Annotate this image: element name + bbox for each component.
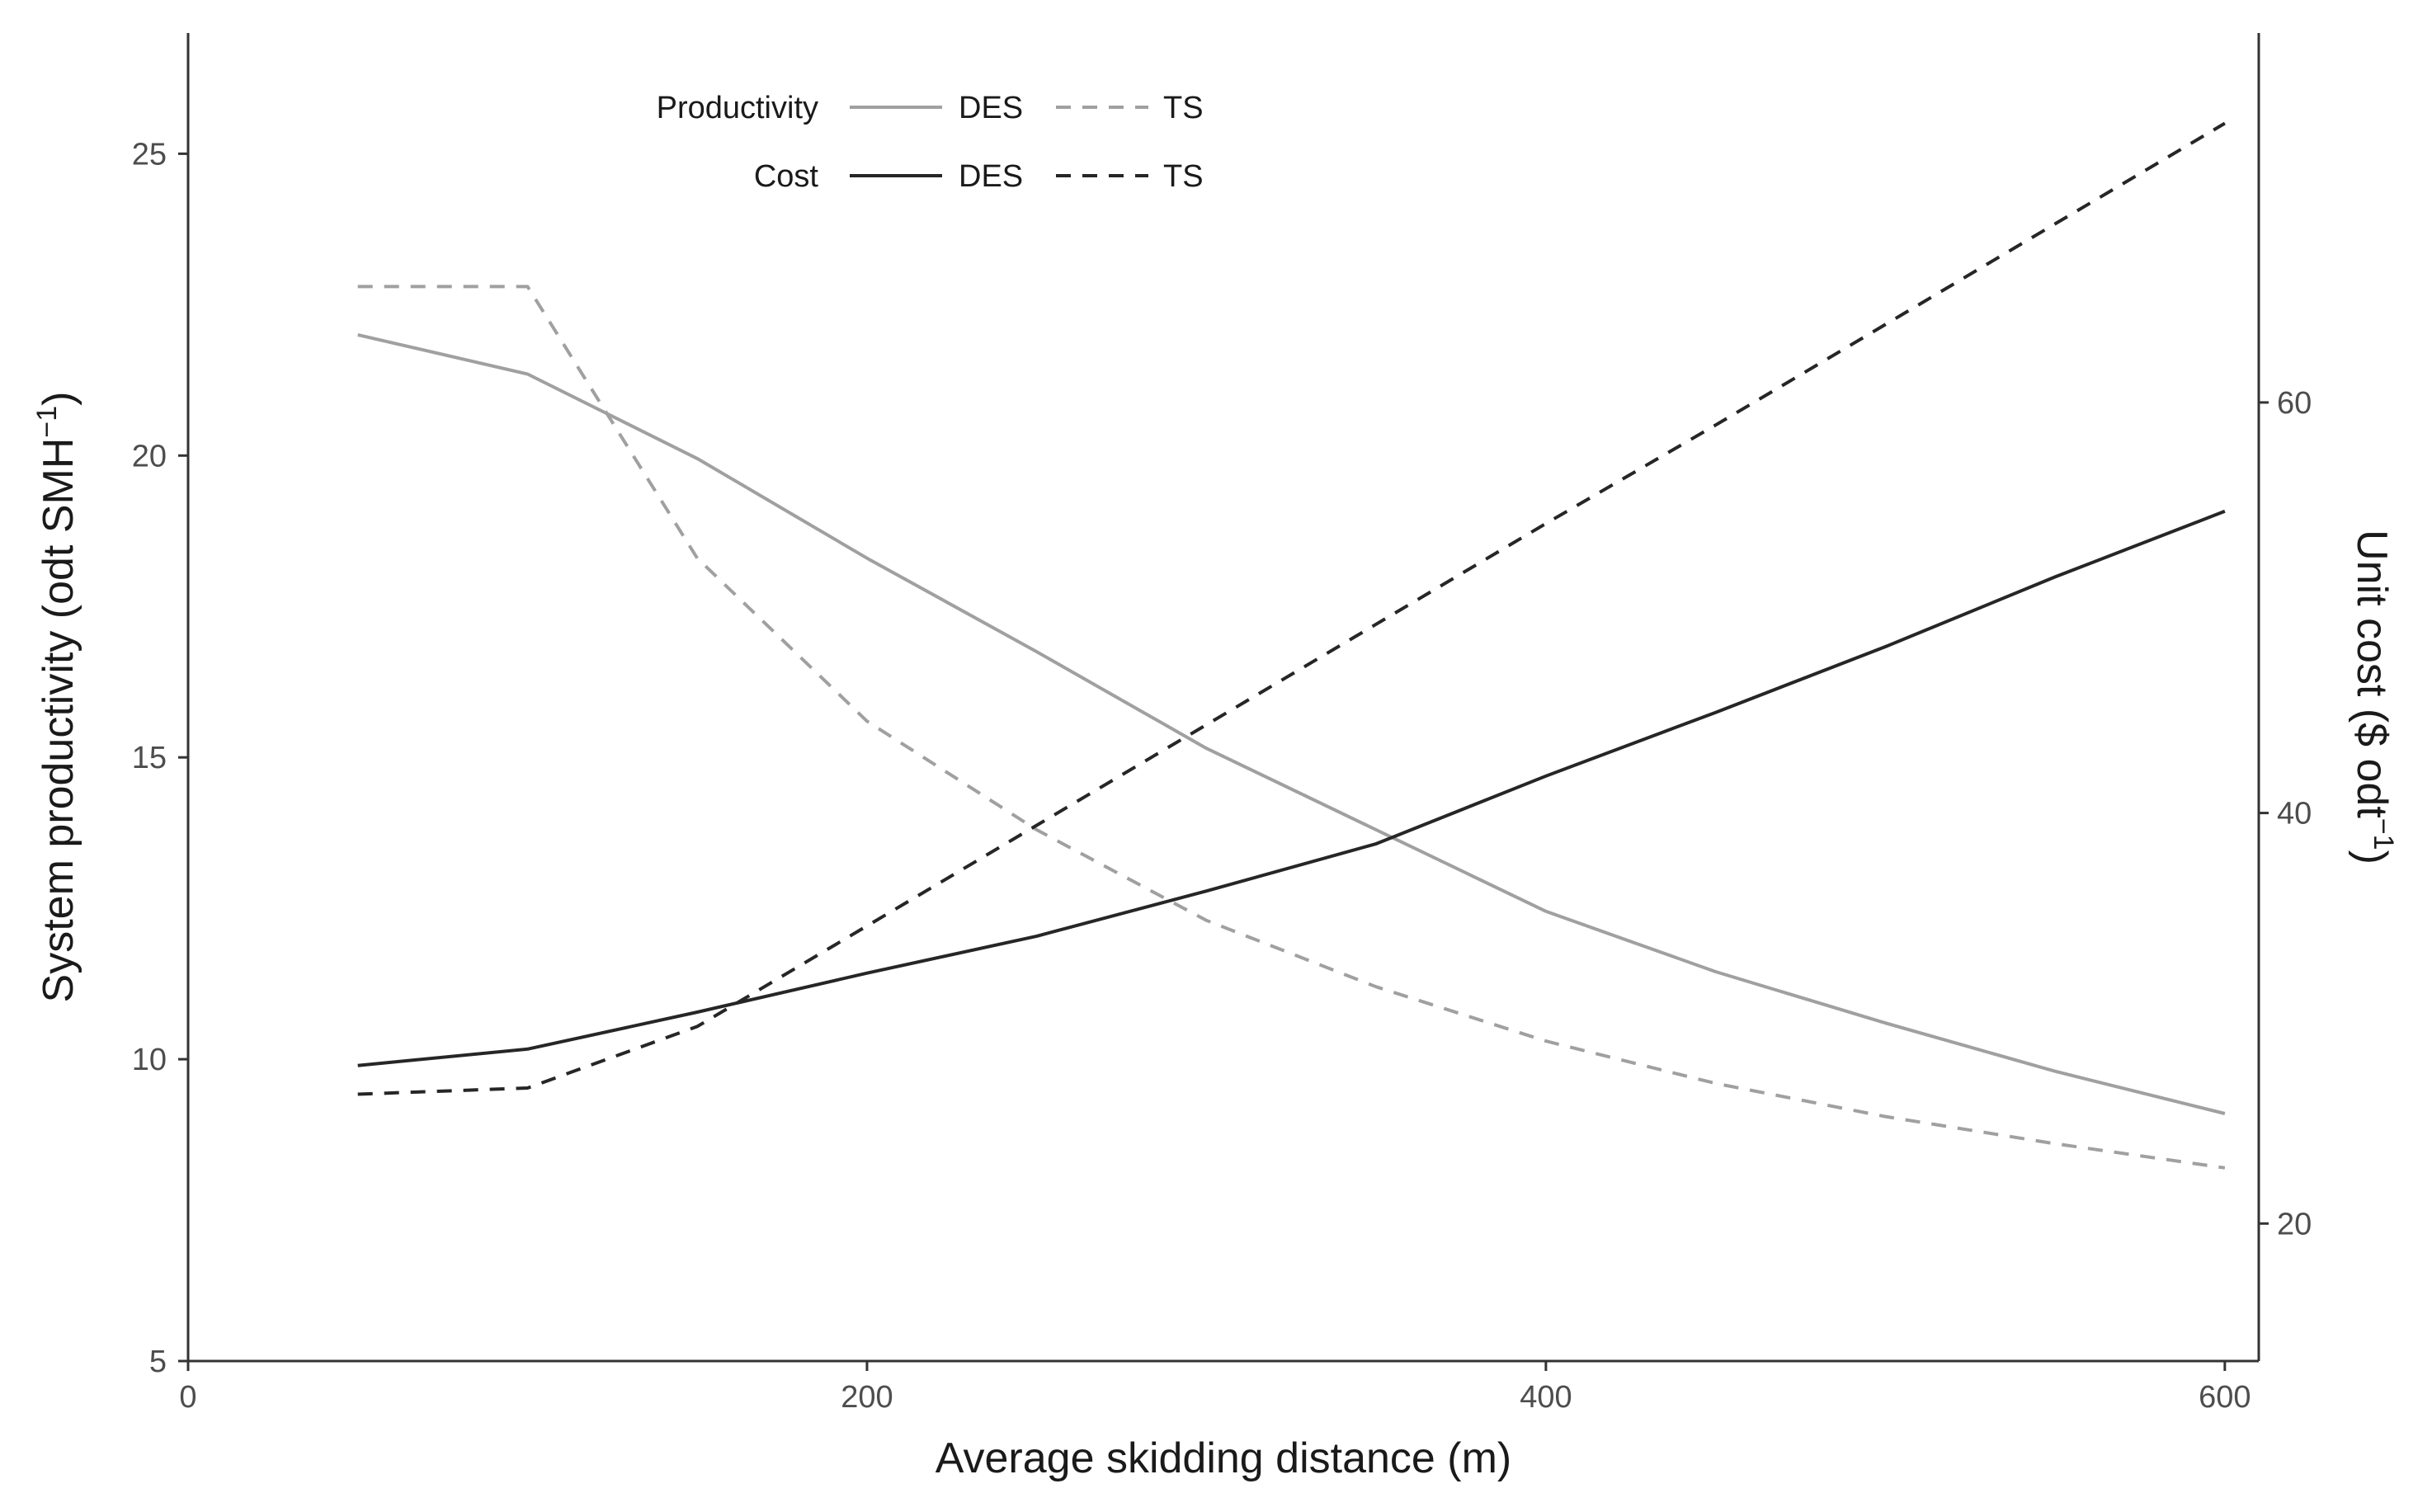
legend-cost-ts-label: TS	[1163, 159, 1204, 194]
series-line-productivity-des	[357, 332, 2226, 1115]
left-y-tick-label: 25	[132, 137, 167, 172]
x-tick-label: 200	[841, 1380, 893, 1415]
x-tick-label: 400	[1520, 1380, 1572, 1415]
left-y-tick-label: 5	[149, 1345, 167, 1379]
legend-productivity-ts-label: TS	[1163, 91, 1204, 125]
left-y-axis-title-close: )	[35, 392, 82, 406]
x-axis-title: Average skidding distance (m)	[936, 1434, 1512, 1482]
legend-productivity-label: Productivity	[657, 91, 818, 125]
series-layer	[357, 121, 2226, 1170]
legend-cost-des-label: DES	[959, 159, 1023, 194]
legend: Productivity DES TS Cost DES TS	[657, 91, 1204, 194]
right-y-tick-label: 60	[2277, 386, 2312, 421]
series-line-productivity-ts	[357, 285, 2226, 1170]
ticks-layer: 0 200 400 600 5 10 15 20 25 20 40 60	[132, 137, 2312, 1415]
right-y-axis-title: Unit cost ($ odt−1)	[2348, 530, 2399, 864]
x-tick-label: 0	[179, 1380, 196, 1415]
axes-layer	[186, 33, 2260, 1363]
left-y-axis-title-superscript: −1	[31, 406, 63, 438]
x-tick-label: 600	[2199, 1380, 2251, 1415]
legend-cost-label: Cost	[754, 159, 819, 194]
left-y-tick-label: 20	[132, 439, 167, 473]
legend-productivity-des-label: DES	[959, 91, 1023, 125]
left-y-axis-title: System productivity (odt SMH−1)	[31, 392, 82, 1003]
right-y-tick-label: 40	[2277, 797, 2312, 831]
series-line-cost-ts	[357, 121, 2226, 1096]
right-y-tick-label: 20	[2277, 1207, 2312, 1241]
left-y-tick-label: 15	[132, 741, 167, 775]
series-line-cost-des	[357, 509, 2226, 1067]
right-y-axis-title-close: )	[2348, 850, 2396, 864]
left-y-axis-title-main: System productivity (odt SMH	[35, 438, 82, 1003]
right-y-axis-title-superscript: −1	[2368, 818, 2399, 850]
left-y-tick-label: 10	[132, 1043, 167, 1077]
right-y-axis-title-main: Unit cost ($ odt	[2348, 530, 2396, 818]
